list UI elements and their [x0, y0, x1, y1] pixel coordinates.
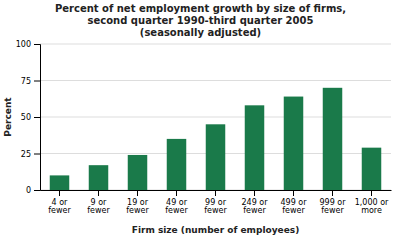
x-tick: 19 orfewer — [126, 190, 149, 215]
x-tick-label-line: fewer — [126, 206, 149, 215]
grid-line — [40, 80, 391, 81]
x-tick: 4 orfewer — [48, 190, 71, 215]
bar — [206, 124, 226, 190]
chart: Percent of net employment growth by size… — [0, 0, 401, 238]
tick-mark — [215, 190, 216, 196]
y-tick: 100 — [16, 40, 40, 49]
x-tick-label-line: fewer — [48, 206, 71, 215]
x-tick-label-line: fewer — [165, 206, 188, 215]
x-tick: 999 orfewer — [320, 190, 347, 215]
y-tick-label: 25 — [21, 150, 31, 159]
x-tick-label-line: 499 or — [281, 198, 308, 207]
y-tick-label: 0 — [26, 186, 31, 195]
tick-mark — [176, 190, 177, 196]
y-tick-label: 50 — [21, 113, 31, 122]
title-line: Percent of net employment growth by size… — [55, 3, 346, 14]
x-tick: 49 orfewer — [165, 190, 188, 215]
y-tick: 25 — [21, 150, 40, 159]
y-tick: 75 — [21, 77, 40, 86]
x-tick: 499 orfewer — [281, 190, 308, 215]
x-tick-label-line: 9 or — [91, 198, 108, 207]
title-line: second quarter 1990-third quarter 2005 — [88, 15, 314, 26]
x-tick-label-line: 49 or — [166, 198, 188, 207]
x-tick: 1,000 ormore — [355, 190, 389, 215]
tick-mark — [371, 190, 372, 196]
axis-line — [34, 45, 41, 191]
title: Percent of net employment growth by size… — [55, 3, 346, 38]
x-tick-label-line: 249 or — [242, 198, 269, 207]
grid-line — [40, 44, 391, 45]
y-tick-label: 75 — [21, 77, 31, 86]
tick-mark — [34, 81, 40, 82]
grid — [40, 44, 391, 190]
y-tick: 50 — [21, 113, 40, 122]
x-tick-label-line: 99 or — [205, 198, 227, 207]
bar — [167, 139, 187, 190]
bar — [128, 155, 148, 190]
x-tick-label-line: 4 or — [52, 198, 69, 207]
plot: 4 orfewer9 orfewer19 orfewer49 orfewer99… — [16, 40, 392, 215]
x-tick: 9 orfewer — [87, 190, 110, 215]
x-tick-label: 999 orfewer — [320, 198, 347, 216]
tick-mark — [34, 190, 40, 191]
x-tick-label-line: 19 or — [127, 198, 149, 207]
x-tick-label: 19 orfewer — [126, 198, 149, 216]
y-axis-label: Percent — [3, 97, 13, 137]
bars — [50, 88, 382, 190]
tick-mark — [34, 117, 40, 118]
tick-mark — [34, 154, 40, 155]
x-tick-label-line: fewer — [87, 206, 110, 215]
tick-mark — [34, 44, 40, 45]
x-tick-label: 4 orfewer — [48, 198, 71, 216]
tick-mark — [293, 190, 294, 196]
x-axis: 4 orfewer9 orfewer19 orfewer49 orfewer99… — [41, 190, 392, 215]
y-tick-label: 100 — [16, 40, 31, 49]
x-tick-label: 9 orfewer — [87, 198, 110, 216]
bar — [362, 148, 382, 190]
tick-mark — [98, 190, 99, 196]
x-tick-label-line: fewer — [243, 206, 266, 215]
x-tick-label-line: fewer — [321, 206, 344, 215]
x-tick-label: 99 orfewer — [204, 198, 227, 216]
tick-mark — [59, 190, 60, 196]
bar — [245, 105, 265, 190]
bar — [323, 88, 343, 190]
x-tick: 99 orfewer — [204, 190, 227, 215]
bar — [89, 165, 109, 190]
x-tick: 249 orfewer — [242, 190, 269, 215]
x-tick-label: 249 orfewer — [242, 198, 269, 216]
x-tick-label-line: 999 or — [320, 198, 347, 207]
x-axis-label: Firm size (number of employees) — [132, 225, 300, 235]
bar — [284, 97, 304, 190]
x-tick-label: 499 orfewer — [281, 198, 308, 216]
tick-mark — [137, 190, 138, 196]
x-tick-label-line: 1,000 or — [355, 198, 389, 207]
x-tick-label: 1,000 ormore — [355, 198, 389, 216]
tick-mark — [254, 190, 255, 196]
x-tick-label-line: more — [361, 206, 382, 215]
bar — [50, 175, 70, 190]
y-axis: 0 25 50 75 100 — [16, 40, 41, 195]
x-tick-label-line: fewer — [204, 206, 227, 215]
title-line: (seasonally adjusted) — [140, 27, 261, 38]
y-tick: 0 — [26, 186, 40, 195]
x-tick-label-line: fewer — [282, 206, 305, 215]
tick-mark — [332, 190, 333, 196]
x-tick-label: 49 orfewer — [165, 198, 188, 216]
